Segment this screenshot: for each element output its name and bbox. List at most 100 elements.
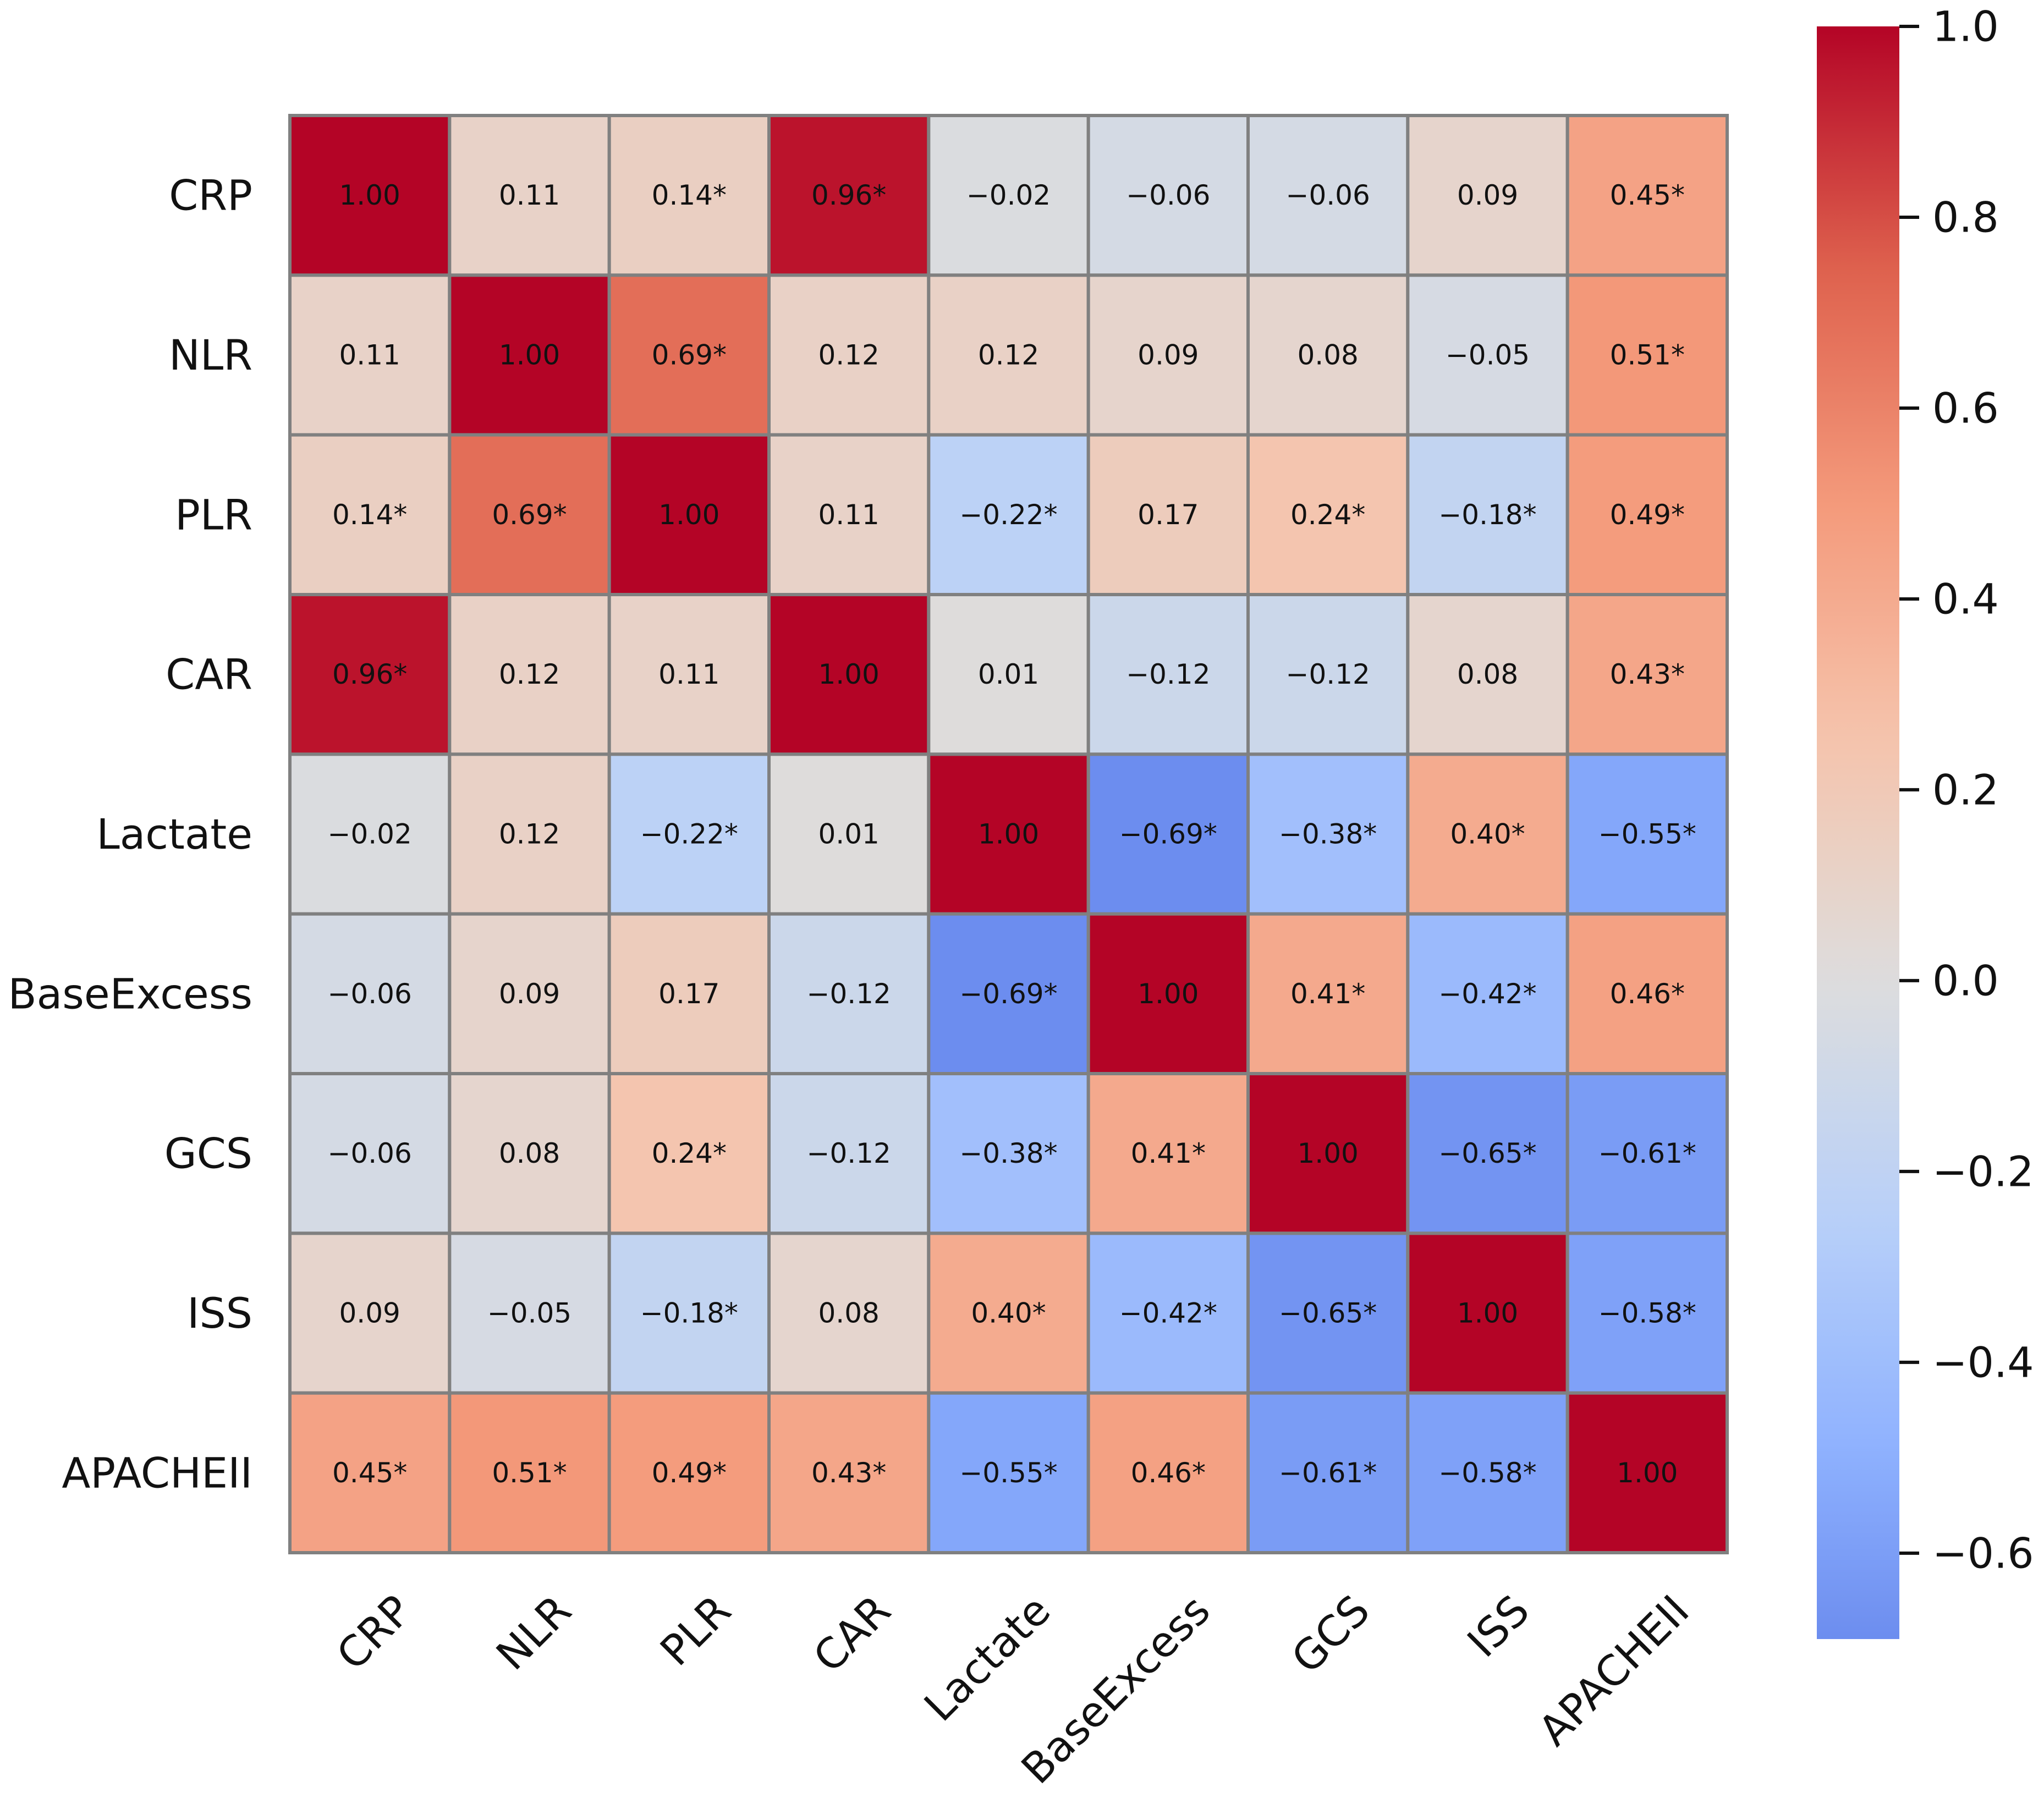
- heatmap-cell-value: 1.00: [1298, 1137, 1359, 1169]
- heatmap-cell-value: −0.61*: [1279, 1457, 1377, 1489]
- heatmap-cell-APACHEII-BaseExcess: [1086, 1391, 1250, 1555]
- colorbar-tick-label: 1.0: [1932, 2, 1999, 51]
- column-label-ISS: ISS: [1458, 1586, 1539, 1667]
- colorbar-ticks: 1.0 0.8 0.6 0.4 0.2 0.0 −0.2 −0.4 −0.6: [1899, 2, 2034, 1577]
- heatmap-cell-BaseExcess-Lactate: [927, 912, 1090, 1075]
- heatmap-cell-value: −0.02: [328, 818, 412, 850]
- heatmap-cells: [288, 114, 1729, 1555]
- heatmap-cell-value: 0.41*: [1131, 1137, 1206, 1169]
- heatmap-cell-Lactate-APACHEII: [1565, 752, 1729, 916]
- heatmap-cell-NLR-Lactate: [927, 273, 1090, 437]
- heatmap-cell-ISS-APACHEII: [1565, 1231, 1729, 1395]
- heatmap-cell-PLR-Lactate: [927, 433, 1090, 597]
- heatmap-cell-value: −0.42*: [1438, 978, 1536, 1010]
- heatmap-cell-BaseExcess-APACHEII: [1565, 912, 1729, 1075]
- row-label-ISS: ISS: [187, 1289, 252, 1338]
- heatmap-cell-value: −0.69*: [1119, 818, 1217, 850]
- heatmap-cell-PLR-PLR: [607, 433, 771, 597]
- heatmap-cell-BaseExcess-ISS: [1406, 912, 1569, 1075]
- colorbar-tick-label: −0.4: [1932, 1338, 2034, 1387]
- heatmap-cell-value: 0.12: [499, 658, 560, 690]
- heatmap-cell-value: 0.08: [499, 1137, 560, 1169]
- heatmap-cell-ISS-CRP: [288, 1231, 452, 1395]
- heatmap-cell-CRP-ISS: [1406, 114, 1569, 277]
- heatmap-cell-value: 0.40*: [1450, 818, 1525, 850]
- heatmap-cell-NLR-CRP: [288, 273, 452, 437]
- heatmap-cell-value: −0.38*: [959, 1137, 1057, 1169]
- colorbar-tick-label: 0.0: [1932, 956, 1999, 1005]
- heatmap-cell-value: 0.43*: [811, 1457, 886, 1489]
- heatmap-cell-PLR-CRP: [288, 433, 452, 597]
- heatmap-cell-value: 1.00: [1617, 1457, 1678, 1489]
- heatmap-cell-ISS-PLR: [607, 1231, 771, 1395]
- heatmap-cell-value: −0.58*: [1438, 1457, 1536, 1489]
- heatmap-cell-value: 0.69*: [492, 499, 567, 531]
- heatmap-cell-NLR-PLR: [607, 273, 771, 437]
- heatmap-cell-APACHEII-CRP: [288, 1391, 452, 1555]
- heatmap-cell-value: −0.22*: [640, 818, 738, 850]
- row-label-APACHEII: APACHEII: [62, 1448, 252, 1497]
- heatmap-cell-value: 1.00: [658, 499, 719, 531]
- heatmap-cell-value: 0.40*: [971, 1297, 1046, 1329]
- heatmap-cell-value: 0.14*: [652, 179, 727, 211]
- heatmap-cell-BaseExcess-BaseExcess: [1086, 912, 1250, 1075]
- row-label-CAR: CAR: [166, 650, 252, 699]
- heatmap-cell-APACHEII-APACHEII: [1565, 1391, 1729, 1555]
- heatmap-cell-BaseExcess-NLR: [448, 912, 611, 1075]
- heatmap-cell-APACHEII-Lactate: [927, 1391, 1090, 1555]
- colorbar-tick-label: 0.2: [1932, 765, 1999, 814]
- heatmap-cell-APACHEII-PLR: [607, 1391, 771, 1555]
- heatmap-cell-ISS-BaseExcess: [1086, 1231, 1250, 1395]
- heatmap-cell-NLR-ISS: [1406, 273, 1569, 437]
- heatmap-cell-value: −0.02: [966, 179, 1051, 211]
- row-label-GCS: GCS: [164, 1129, 252, 1178]
- colorbar: [1817, 26, 1899, 1639]
- heatmap-cell-value: 0.12: [499, 818, 560, 850]
- heatmap-cell-Lactate-PLR: [607, 752, 771, 916]
- heatmap-cell-GCS-CRP: [288, 1072, 452, 1235]
- heatmap-cell-value: 0.69*: [652, 339, 727, 371]
- heatmap-cell-value: 0.51*: [1610, 339, 1685, 371]
- heatmap-cell-CAR-NLR: [448, 593, 611, 756]
- heatmap-cell-CAR-CAR: [767, 593, 931, 756]
- row-label-PLR: PLR: [175, 490, 252, 539]
- heatmap-cell-value: 0.12: [978, 339, 1039, 371]
- heatmap-cell-value: 1.00: [499, 339, 560, 371]
- heatmap-cell-value: 0.11: [339, 339, 400, 371]
- heatmap-cell-value: 0.08: [1457, 658, 1518, 690]
- heatmap-cell-value: −0.69*: [959, 978, 1057, 1010]
- colorbar-tick-label: −0.6: [1932, 1528, 2034, 1577]
- heatmap-cell-value: −0.06: [328, 978, 412, 1010]
- heatmap-cell-value: 0.24*: [652, 1137, 727, 1169]
- heatmap-cell-value: 1.00: [978, 818, 1039, 850]
- heatmap-cell-ISS-Lactate: [927, 1231, 1090, 1395]
- heatmap-cell-value: 0.51*: [492, 1457, 567, 1489]
- column-label-NLR: NLR: [487, 1586, 580, 1679]
- heatmap-cell-value: −0.12: [807, 1137, 891, 1169]
- heatmap-cell-CRP-CRP: [288, 114, 452, 277]
- heatmap-cell-value: 0.17: [1138, 499, 1199, 531]
- heatmap-cell-CRP-BaseExcess: [1086, 114, 1250, 277]
- heatmap-cell-GCS-Lactate: [927, 1072, 1090, 1235]
- heatmap-cell-value: −0.55*: [1598, 818, 1696, 850]
- heatmap-cell-value: 0.17: [658, 978, 719, 1010]
- heatmap-cell-value: −0.22*: [959, 499, 1057, 531]
- heatmap-cell-CRP-NLR: [448, 114, 611, 277]
- heatmap-cell-value: −0.12: [1286, 658, 1370, 690]
- heatmap-cell-value: 0.12: [818, 339, 880, 371]
- heatmap-cell-Lactate-CRP: [288, 752, 452, 916]
- column-label-CRP: CRP: [327, 1586, 421, 1679]
- heatmap-cell-NLR-GCS: [1246, 273, 1410, 437]
- heatmap-cell-value: 1.00: [339, 179, 400, 211]
- heatmap-cell-CRP-PLR: [607, 114, 771, 277]
- heatmap-cell-GCS-NLR: [448, 1072, 611, 1235]
- heatmap-cell-PLR-APACHEII: [1565, 433, 1729, 597]
- heatmap-cell-value: 0.11: [818, 499, 880, 531]
- heatmap-cell-value: 0.09: [1138, 339, 1199, 371]
- heatmap-cell-APACHEII-GCS: [1246, 1391, 1410, 1555]
- heatmap-cell-value: −0.65*: [1279, 1297, 1377, 1329]
- heatmap-cell-BaseExcess-CAR: [767, 912, 931, 1075]
- heatmap-cell-PLR-CAR: [767, 433, 931, 597]
- heatmap-cell-value: −0.12: [1126, 658, 1210, 690]
